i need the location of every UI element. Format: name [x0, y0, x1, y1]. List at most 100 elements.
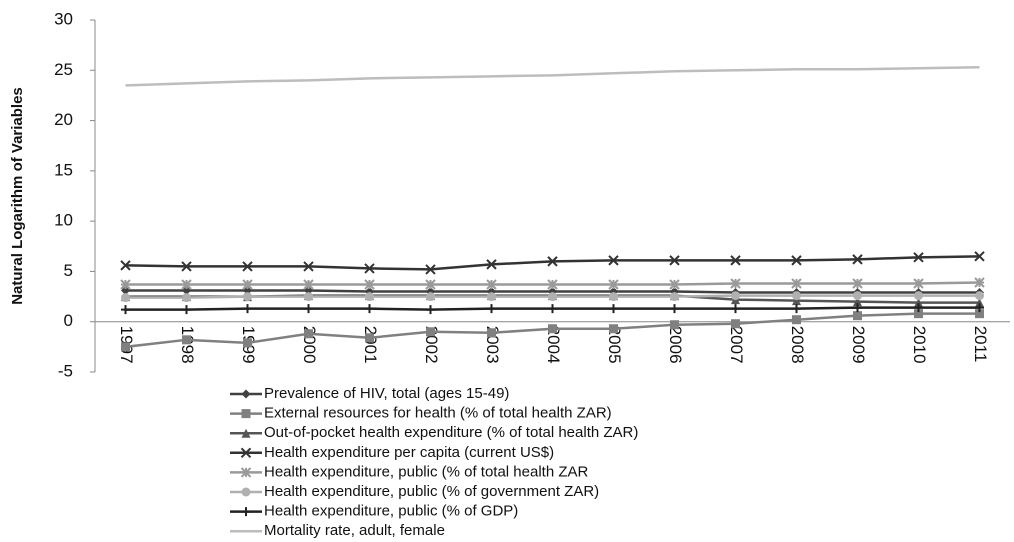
x-tick-label: 2004 [544, 326, 563, 364]
x-tick-label: 2008 [788, 326, 807, 364]
marker [242, 279, 253, 290]
marker [853, 303, 862, 313]
marker [792, 304, 801, 314]
marker [792, 296, 801, 306]
marker [670, 292, 679, 302]
marker [852, 254, 863, 265]
marker [426, 305, 435, 315]
marker [609, 292, 618, 302]
x-tick-label: 2005 [605, 326, 624, 364]
marker [487, 304, 496, 314]
y-tick-label: 15 [54, 160, 73, 179]
marker [669, 255, 680, 266]
marker [487, 328, 496, 338]
y-tick-label: 0 [64, 311, 73, 330]
marker [853, 297, 862, 307]
series-line [125, 66, 980, 87]
marker [242, 261, 253, 272]
marker [486, 259, 497, 270]
marker [975, 298, 984, 308]
marker [548, 324, 557, 334]
x-tick-label: 1998 [178, 326, 197, 364]
marker [853, 291, 862, 301]
marker [547, 279, 558, 290]
x-tick-label: 2009 [849, 326, 868, 364]
legend-label: External resources for health (% of tota… [264, 405, 612, 422]
marker [486, 279, 497, 290]
marker [914, 309, 923, 319]
marker [426, 292, 435, 302]
legend-label: Health expenditure, public (% of total h… [264, 463, 589, 480]
marker [241, 487, 251, 497]
marker [121, 342, 130, 352]
marker [425, 279, 436, 290]
marker [364, 263, 375, 274]
y-tick-label: 30 [54, 9, 73, 28]
marker [243, 338, 252, 348]
marker [731, 304, 740, 314]
marker [731, 291, 740, 301]
marker [730, 255, 741, 266]
marker [975, 291, 984, 301]
marker [548, 292, 557, 302]
marker [913, 252, 924, 263]
marker [181, 279, 192, 290]
marker [304, 292, 313, 302]
marker [975, 309, 984, 319]
series-line [125, 255, 980, 271]
marker [792, 291, 801, 301]
x-tick-label: 2010 [910, 326, 929, 364]
marker [365, 333, 374, 343]
x-tick-label: 2007 [727, 326, 746, 364]
marker [240, 447, 252, 459]
marker [852, 278, 863, 289]
y-axis-label: Natural Logarithm of Variables [9, 87, 26, 305]
marker [182, 286, 191, 296]
series: Health expenditure, public (% of GDP) [121, 303, 984, 520]
series: Health expenditure per capita (current U… [120, 251, 985, 461]
x-tick-label: 2001 [361, 326, 380, 364]
marker [304, 329, 313, 339]
marker [548, 304, 557, 314]
marker [731, 319, 740, 329]
series: Health expenditure, public (% of governm… [121, 291, 984, 500]
marker [608, 279, 619, 290]
legend-label: Prevalence of HIV, total (ages 15-49) [264, 385, 509, 402]
legend-label: Mortality rate, adult, female [264, 522, 445, 539]
marker [241, 507, 251, 517]
series: Health expenditure, public (% of total h… [120, 277, 985, 480]
marker [304, 304, 313, 314]
marker [791, 278, 802, 289]
marker [914, 298, 923, 308]
marker [121, 305, 130, 315]
marker [669, 279, 680, 290]
marker [974, 251, 985, 262]
x-tick-label: 2011 [971, 326, 990, 363]
marker [791, 255, 802, 266]
marker [426, 327, 435, 337]
marker [974, 277, 985, 288]
y-tick-label: 25 [54, 60, 73, 79]
series: External resources for health (% of tota… [121, 309, 984, 422]
y-tick-label: 10 [54, 211, 73, 230]
marker [914, 291, 923, 301]
marker [914, 303, 923, 313]
marker [487, 292, 496, 302]
marker [120, 279, 131, 290]
marker [241, 428, 251, 438]
marker [913, 278, 924, 289]
marker [547, 256, 558, 267]
marker [303, 261, 314, 272]
marker [182, 335, 191, 345]
marker [243, 292, 252, 302]
marker [121, 293, 130, 303]
y-tick-label: 20 [54, 110, 73, 129]
y-tick-label: -5 [58, 361, 73, 380]
series: Mortality rate, adult, female [125, 66, 980, 539]
marker [181, 261, 192, 272]
marker [609, 304, 618, 314]
marker [241, 389, 251, 399]
marker [120, 260, 131, 271]
marker [670, 320, 679, 330]
